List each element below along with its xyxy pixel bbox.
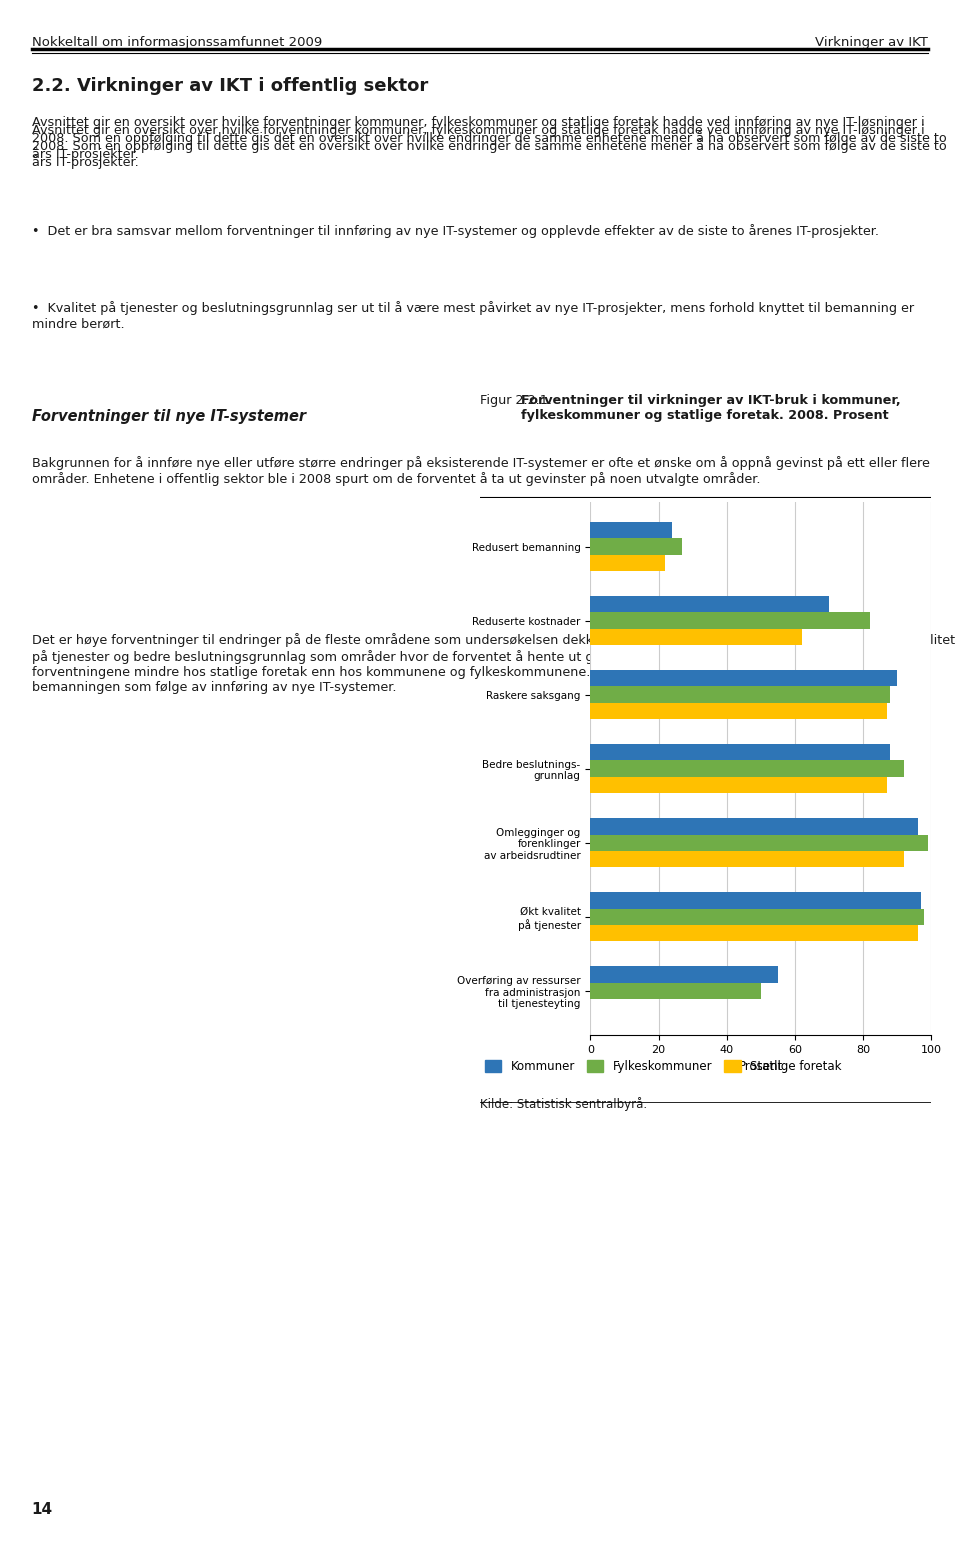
Bar (590, 703, 887, 718)
Bar (590, 760, 904, 777)
Text: Nokkeltall om informasjonssamfunnet 2009: Nokkeltall om informasjonssamfunnet 2009 (32, 36, 322, 48)
Text: Avsnittet gir en oversikt over hvilke forventninger kommuner, fylkeskommuner og : Avsnittet gir en oversikt over hvilke fo… (32, 116, 947, 161)
Bar (590, 777, 887, 793)
Text: Figur 2.2.1.: Figur 2.2.1. (480, 394, 556, 406)
Text: Bakgrunnen for å innføre nye eller utføre større endringer på eksisterende IT-sy: Bakgrunnen for å innføre nye eller utfør… (32, 456, 929, 487)
Bar (590, 612, 870, 629)
Bar (590, 851, 904, 867)
Text: •  Kvalitet på tjenester og beslutningsgrunnlag ser ut til å være mest påvirket : • Kvalitet på tjenester og beslutningsgr… (32, 301, 914, 331)
Bar (590, 538, 683, 555)
Legend: Kommuner, Fylkeskommuner, Statlige foretak: Kommuner, Fylkeskommuner, Statlige foret… (480, 1055, 847, 1077)
Bar (590, 522, 672, 538)
Text: Forventninger til virkninger av IKT-bruk i kommuner, fylkeskommuner og statlige : Forventninger til virkninger av IKT-bruk… (520, 394, 900, 422)
Text: Forventninger til nye IT-systemer: Forventninger til nye IT-systemer (32, 409, 306, 425)
Bar (590, 908, 924, 925)
Bar (590, 555, 665, 572)
Text: Virkninger av IKT: Virkninger av IKT (815, 36, 928, 48)
Text: •  Det er bra samsvar mellom forventninger til innføring av nye IT-systemer og o: • Det er bra samsvar mellom forventninge… (32, 224, 878, 238)
Text: Kilde: Statistisk sentralbyrå.: Kilde: Statistisk sentralbyrå. (480, 1097, 647, 1111)
Text: 14: 14 (32, 1502, 53, 1517)
Bar (590, 834, 927, 851)
Bar (590, 819, 918, 834)
Bar (590, 925, 918, 941)
Text: Avsnittet gir en oversikt over hvilke forventninger kommuner, fylkeskommuner og : Avsnittet gir en oversikt over hvilke fo… (32, 124, 947, 168)
Bar (590, 966, 778, 983)
Bar (590, 629, 802, 644)
Bar (590, 686, 890, 703)
Bar (590, 745, 890, 760)
Bar (590, 671, 897, 686)
Bar (590, 596, 828, 612)
Text: 2.2. Virkninger av IKT i offentlig sektor: 2.2. Virkninger av IKT i offentlig sekto… (32, 77, 428, 96)
Bar (590, 983, 760, 1000)
Bar (590, 893, 921, 908)
X-axis label: Prosent: Prosent (738, 1060, 783, 1074)
Text: Det er høye forventninger til endringer på de fleste områdene som undersøkelsen : Det er høye forventninger til endringer … (32, 633, 955, 694)
